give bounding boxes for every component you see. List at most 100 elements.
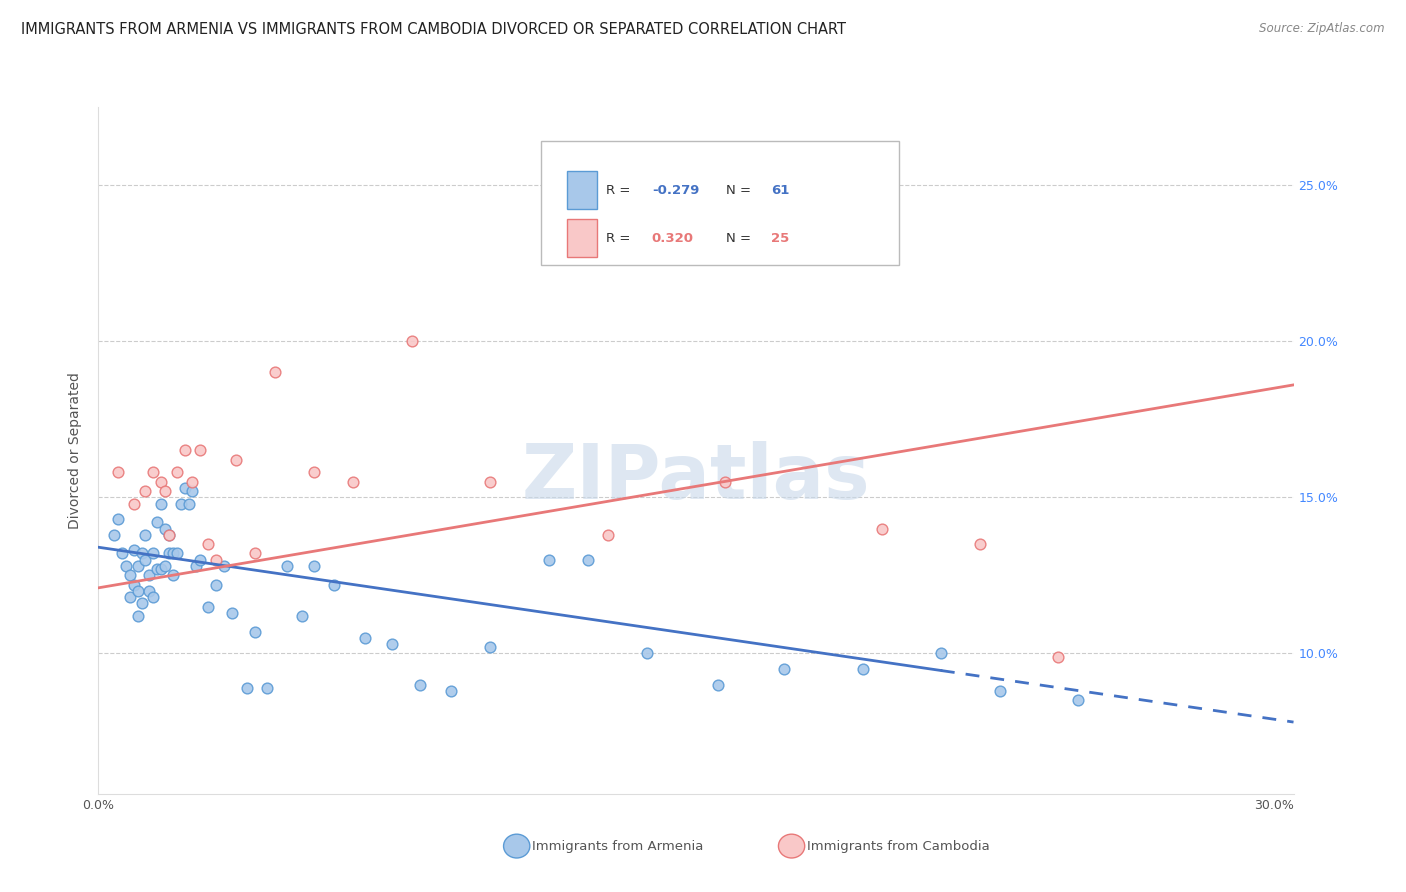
Point bbox=[138, 568, 160, 582]
Text: -0.279: -0.279 bbox=[652, 184, 699, 196]
Point bbox=[212, 558, 235, 574]
Point bbox=[596, 527, 619, 541]
Text: 0.320: 0.320 bbox=[652, 232, 693, 245]
Point bbox=[636, 646, 658, 660]
Text: N =: N = bbox=[725, 232, 755, 245]
Text: ZIPatlas: ZIPatlas bbox=[522, 441, 870, 515]
Point bbox=[122, 496, 145, 510]
Point bbox=[263, 366, 285, 380]
Point bbox=[157, 527, 180, 541]
Text: R =: R = bbox=[606, 184, 636, 196]
Point bbox=[170, 496, 193, 510]
Point bbox=[302, 466, 325, 480]
Point bbox=[153, 521, 176, 535]
Point bbox=[150, 562, 173, 576]
Point bbox=[107, 512, 129, 526]
Point bbox=[150, 496, 173, 510]
Point bbox=[177, 496, 200, 510]
Point bbox=[134, 483, 156, 498]
Point bbox=[122, 543, 145, 558]
Point bbox=[225, 452, 247, 467]
Point bbox=[969, 537, 991, 551]
Point bbox=[205, 578, 228, 592]
Point bbox=[197, 537, 219, 551]
Point bbox=[381, 637, 404, 651]
Point bbox=[302, 558, 325, 574]
Text: Immigrants from Armenia: Immigrants from Armenia bbox=[533, 839, 703, 853]
Point bbox=[127, 558, 149, 574]
Point bbox=[162, 546, 184, 560]
Point bbox=[354, 631, 377, 645]
Text: 25: 25 bbox=[772, 232, 790, 245]
Point bbox=[166, 466, 188, 480]
Point bbox=[401, 334, 423, 348]
Point bbox=[103, 527, 125, 541]
Point bbox=[181, 475, 204, 489]
Point bbox=[173, 443, 195, 458]
Bar bbox=[567, 171, 596, 209]
Point bbox=[929, 646, 952, 660]
Text: 61: 61 bbox=[772, 184, 790, 196]
Point bbox=[122, 578, 145, 592]
Point bbox=[706, 678, 728, 692]
Point bbox=[276, 558, 298, 574]
Point bbox=[243, 546, 266, 560]
Point bbox=[479, 475, 502, 489]
Point bbox=[127, 583, 149, 598]
Point bbox=[134, 552, 156, 567]
Text: R =: R = bbox=[606, 232, 636, 245]
Point bbox=[127, 608, 149, 623]
Point bbox=[115, 558, 138, 574]
Point bbox=[537, 552, 560, 567]
Point bbox=[157, 546, 180, 560]
Point bbox=[291, 608, 314, 623]
Y-axis label: Divorced or Separated: Divorced or Separated bbox=[69, 372, 83, 529]
Point bbox=[142, 466, 165, 480]
Point bbox=[188, 443, 211, 458]
Ellipse shape bbox=[503, 834, 530, 858]
Point bbox=[773, 662, 796, 676]
Point bbox=[479, 640, 502, 655]
FancyBboxPatch shape bbox=[541, 141, 900, 265]
Point bbox=[714, 475, 737, 489]
Point bbox=[107, 466, 129, 480]
Point bbox=[166, 546, 188, 560]
Point bbox=[870, 521, 893, 535]
Point bbox=[236, 681, 259, 695]
Point bbox=[157, 527, 180, 541]
Point bbox=[134, 527, 156, 541]
Point bbox=[118, 591, 141, 605]
Point bbox=[181, 483, 204, 498]
Point bbox=[221, 606, 243, 620]
Point bbox=[988, 683, 1011, 698]
Point bbox=[153, 558, 176, 574]
Point bbox=[322, 578, 344, 592]
Point bbox=[173, 481, 195, 495]
Point bbox=[186, 558, 208, 574]
Point bbox=[1047, 649, 1070, 664]
Point bbox=[131, 596, 153, 610]
Point bbox=[162, 568, 184, 582]
Text: IMMIGRANTS FROM ARMENIA VS IMMIGRANTS FROM CAMBODIA DIVORCED OR SEPARATED CORREL: IMMIGRANTS FROM ARMENIA VS IMMIGRANTS FR… bbox=[21, 22, 846, 37]
Point bbox=[111, 546, 134, 560]
Text: Source: ZipAtlas.com: Source: ZipAtlas.com bbox=[1260, 22, 1385, 36]
Point bbox=[197, 599, 219, 614]
Point bbox=[131, 546, 153, 560]
Point bbox=[205, 552, 228, 567]
Text: N =: N = bbox=[725, 184, 755, 196]
Point bbox=[256, 681, 278, 695]
Point bbox=[440, 683, 463, 698]
Ellipse shape bbox=[779, 834, 804, 858]
Point bbox=[142, 546, 165, 560]
Point bbox=[150, 475, 173, 489]
Point bbox=[188, 552, 211, 567]
Point bbox=[243, 624, 266, 639]
Point bbox=[142, 591, 165, 605]
Bar bbox=[567, 219, 596, 257]
Text: Immigrants from Cambodia: Immigrants from Cambodia bbox=[807, 839, 990, 853]
Point bbox=[118, 568, 141, 582]
Point bbox=[342, 475, 364, 489]
Point bbox=[153, 483, 176, 498]
Point bbox=[146, 516, 169, 530]
Point bbox=[576, 552, 599, 567]
